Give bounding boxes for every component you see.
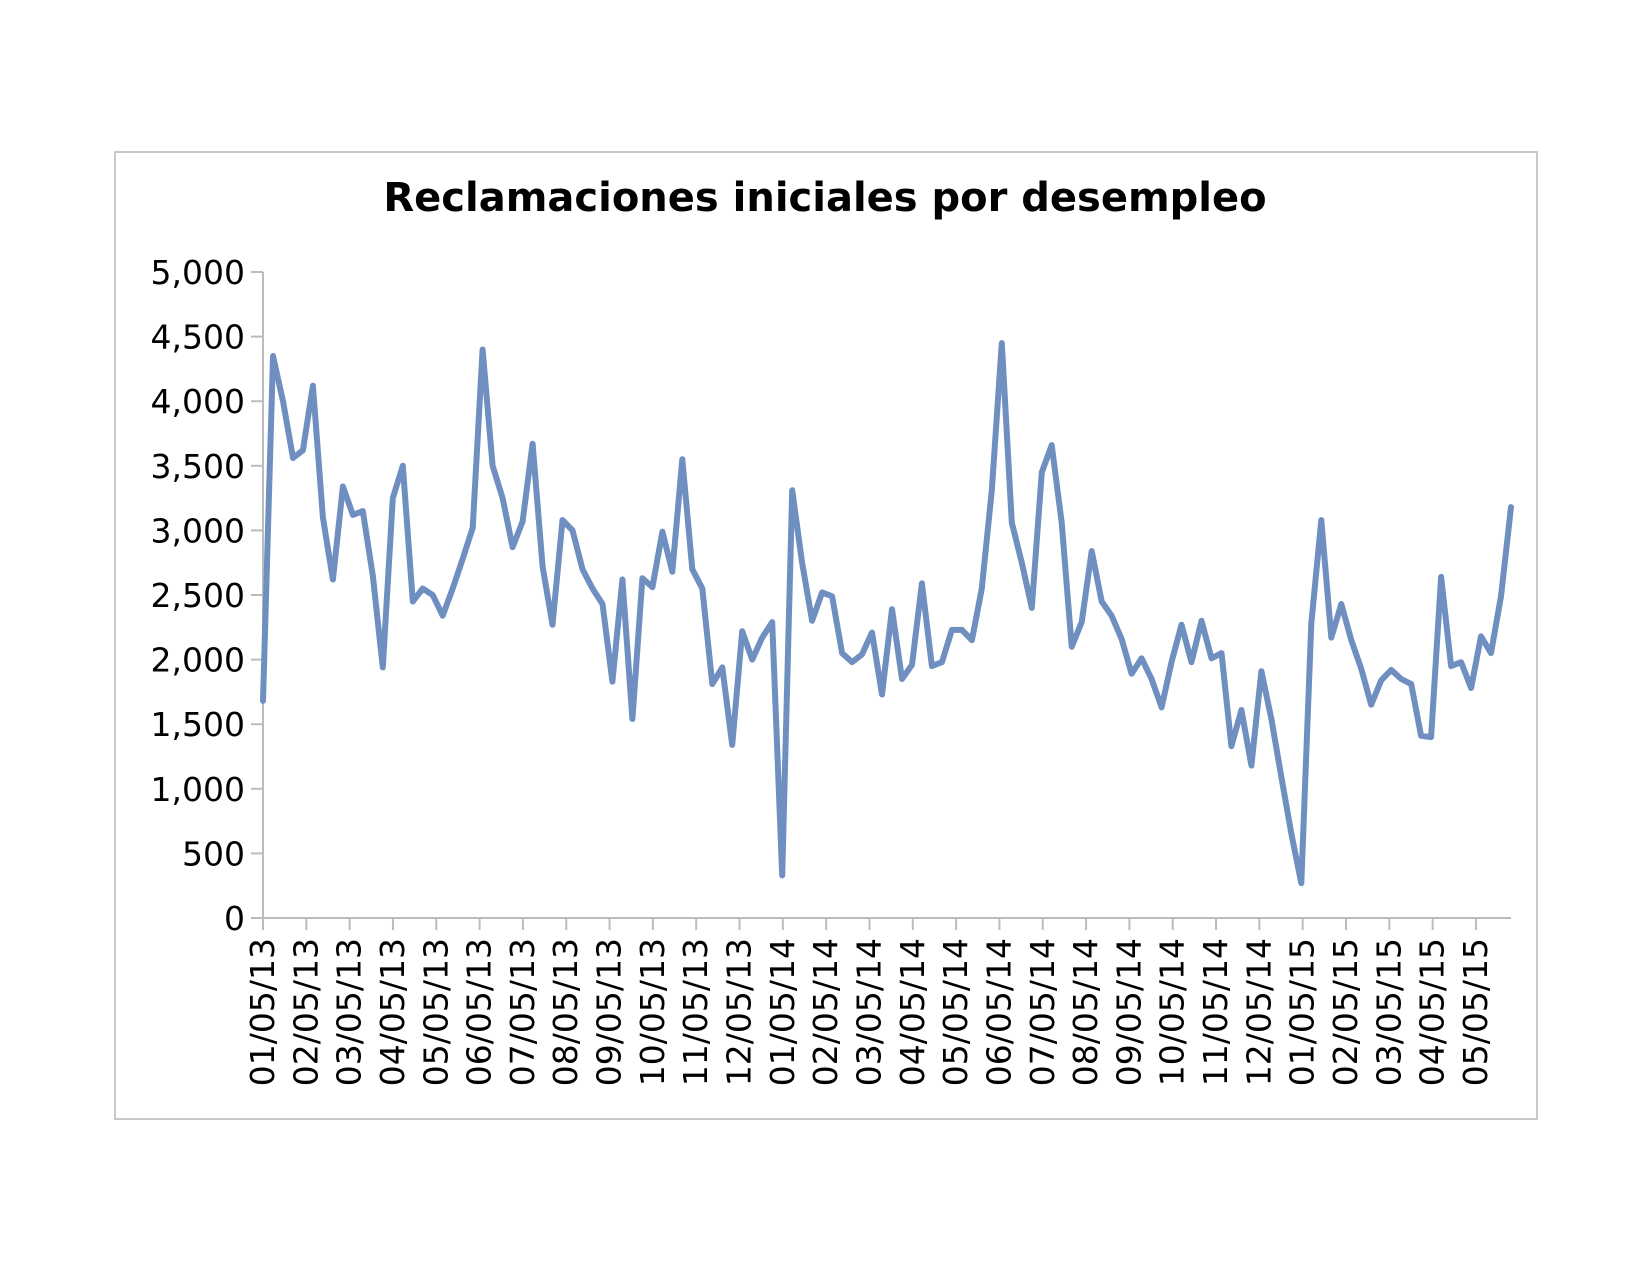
x-tick-label: 04/05/13 xyxy=(373,938,412,1086)
x-tick-label: 05/05/13 xyxy=(416,938,455,1086)
x-tick-label: 02/05/14 xyxy=(806,938,845,1086)
y-tick-label: 5,000 xyxy=(151,253,245,292)
x-tick-label: 09/05/14 xyxy=(1109,938,1148,1086)
x-tick-label: 05/05/15 xyxy=(1456,938,1495,1086)
x-tick-label: 03/05/15 xyxy=(1369,938,1408,1086)
x-tick-label: 12/05/14 xyxy=(1239,938,1278,1086)
x-tick-label: 10/05/14 xyxy=(1153,938,1192,1086)
x-tick-label: 06/05/13 xyxy=(460,938,499,1086)
y-tick-label: 0 xyxy=(224,899,245,938)
x-tick-label: 04/05/15 xyxy=(1413,938,1452,1086)
series-line xyxy=(260,340,1514,887)
x-tick-label: 03/05/13 xyxy=(330,938,369,1086)
x-tick-label: 11/05/13 xyxy=(676,938,715,1086)
x-tick-label: 01/05/14 xyxy=(763,938,802,1086)
x-tick-label: 09/05/13 xyxy=(590,938,629,1086)
x-tick-label: 10/05/13 xyxy=(633,938,672,1086)
x-tick-label: 01/05/13 xyxy=(243,938,282,1086)
x-tick-label: 02/05/13 xyxy=(286,938,325,1086)
y-tick-label: 500 xyxy=(182,834,245,873)
x-tick-label: 04/05/14 xyxy=(893,938,932,1086)
y-tick-label: 2,000 xyxy=(151,641,245,680)
chart-frame xyxy=(114,151,1538,1120)
x-tick-label: 07/05/14 xyxy=(1023,938,1062,1086)
x-tick-label: 11/05/14 xyxy=(1196,938,1235,1086)
y-tick-label: 3,500 xyxy=(151,447,245,486)
y-tick-label: 3,000 xyxy=(151,511,245,550)
y-tick-label: 4,500 xyxy=(151,318,245,357)
x-tick-label: 12/05/13 xyxy=(720,938,759,1086)
x-tick-label: 08/05/14 xyxy=(1066,938,1105,1086)
x-tick-label: 02/05/15 xyxy=(1326,938,1365,1086)
y-tick-label: 1,500 xyxy=(151,705,245,744)
x-tick-label: 07/05/13 xyxy=(503,938,542,1086)
y-tick-label: 2,500 xyxy=(151,576,245,615)
x-tick-label: 06/05/14 xyxy=(979,938,1018,1086)
y-tick-label: 4,000 xyxy=(151,382,245,421)
x-tick-label: 08/05/13 xyxy=(546,938,585,1086)
x-tick-label: 03/05/14 xyxy=(849,938,888,1086)
x-tick-label: 05/05/14 xyxy=(936,938,975,1086)
chart-title: Reclamaciones iniciales por desempleo xyxy=(383,175,1267,221)
x-tick-label: 01/05/15 xyxy=(1283,938,1322,1086)
y-tick-label: 1,000 xyxy=(151,770,245,809)
